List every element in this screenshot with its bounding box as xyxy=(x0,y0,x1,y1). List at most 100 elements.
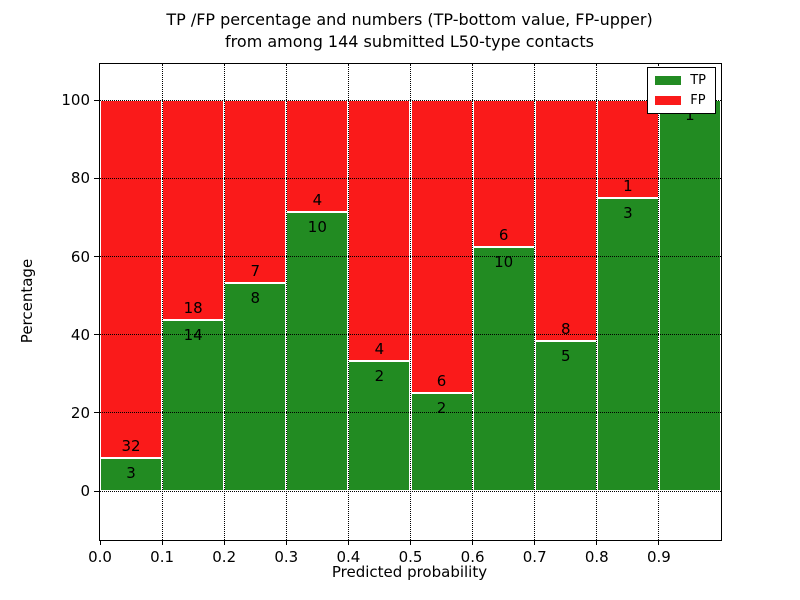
y-axis-label: Percentage xyxy=(18,258,36,344)
x-tick-label: 0.5 xyxy=(398,548,423,566)
x-tick-mark xyxy=(161,540,163,545)
gridline-horizontal xyxy=(100,177,721,179)
y-tick-label: 100 xyxy=(61,91,90,110)
x-tick-mark xyxy=(285,540,287,545)
legend-swatch-fp xyxy=(655,96,682,105)
bar-segment-tp xyxy=(348,360,411,491)
gridline-vertical xyxy=(285,64,287,540)
annotation-fp-count: 6 xyxy=(498,225,509,244)
x-tick-label: 0.9 xyxy=(646,548,671,566)
gridline-horizontal xyxy=(100,412,721,414)
bar-segment-tp xyxy=(100,457,163,491)
annotation-tp-count: 10 xyxy=(494,252,514,271)
annotation-tp-count: 3 xyxy=(623,203,633,222)
gridline-horizontal xyxy=(100,490,721,492)
annotation-fp-count: 32 xyxy=(121,436,141,455)
bar-segment-fp xyxy=(534,100,597,341)
x-tick-mark xyxy=(223,540,225,545)
gridline-horizontal xyxy=(100,256,721,258)
legend-swatch-tp xyxy=(655,76,682,85)
chart-title-line1: TP /FP percentage and numbers (TP-bottom… xyxy=(166,10,653,29)
bar-segment-fp xyxy=(596,100,659,198)
bar-segment-fp xyxy=(410,100,473,394)
x-tick-label: 0.1 xyxy=(150,548,175,566)
bar-segment-tp xyxy=(472,246,535,491)
legend-row-fp: FP xyxy=(655,94,706,107)
y-tick-label: 80 xyxy=(70,169,90,188)
annotation-tp-count: 8 xyxy=(250,288,261,307)
gridline-vertical xyxy=(223,64,225,540)
gridline-vertical xyxy=(472,64,474,540)
y-tick-label: 60 xyxy=(70,247,90,266)
gridline-vertical xyxy=(410,64,411,540)
annotation-tp-count: 2 xyxy=(436,399,447,418)
annotation-tp-count: 5 xyxy=(560,346,571,365)
gridline-horizontal xyxy=(100,334,721,336)
x-tick-label: 0.4 xyxy=(336,548,361,566)
annotation-tp-count: 14 xyxy=(183,326,203,345)
x-tick-mark xyxy=(99,540,101,545)
bar-segment-fp xyxy=(100,100,163,458)
annotation-tp-count: 1 xyxy=(685,106,695,125)
plot-area: 3 32 14 18 8 7 10 4 2 4 2 6 10 6 5 8 3 1 1 0.0 0.1 0.2 0.3 0.4 0… xyxy=(61,63,722,566)
bar-segment-tp xyxy=(162,320,225,491)
bar-segment-tp xyxy=(596,197,659,491)
y-tick-label: 20 xyxy=(70,403,90,422)
annotation-fp-count: 1 xyxy=(623,176,633,195)
x-tick-label: 0.3 xyxy=(274,548,299,566)
gridline-horizontal xyxy=(100,99,721,101)
bar-segment-fp xyxy=(286,100,349,212)
annotation-tp-count: 10 xyxy=(307,217,327,236)
bar-segment-tp xyxy=(410,393,473,491)
annotation-fp-count: 8 xyxy=(560,319,571,338)
annotation-tp-count: 3 xyxy=(126,463,136,482)
x-tick-label: 0.8 xyxy=(584,548,609,566)
y-tick-mark xyxy=(94,256,99,258)
x-tick-label: 0.6 xyxy=(460,548,485,566)
x-tick-label: 0.0 xyxy=(88,548,112,566)
annotation-tp-count: 2 xyxy=(374,366,385,385)
legend: TP FP xyxy=(647,67,716,114)
y-tick-mark xyxy=(94,490,99,492)
annotation-fp-count: 7 xyxy=(250,261,261,280)
x-tick-label: 0.7 xyxy=(522,548,547,566)
x-tick-mark xyxy=(410,540,411,545)
gridline-vertical xyxy=(658,64,660,540)
annotation-fp-count: 18 xyxy=(183,299,203,318)
chart-title: TP /FP percentage and numbers (TP-bottom… xyxy=(99,9,720,53)
bar-segment-tp xyxy=(534,340,597,491)
gridline-vertical xyxy=(347,64,349,540)
y-tick-mark xyxy=(94,177,99,179)
annotation-fp-count: 6 xyxy=(436,372,447,391)
annotation-fp-count: 4 xyxy=(374,339,385,358)
gridline-vertical xyxy=(161,64,163,540)
y-tick-mark xyxy=(94,99,99,101)
y-tick-mark xyxy=(94,334,99,336)
x-tick-label: 0.2 xyxy=(212,548,237,566)
y-tick-mark xyxy=(94,412,99,414)
y-tick-label: 0 xyxy=(80,482,90,500)
x-tick-mark xyxy=(596,540,598,545)
bar-segment-tp xyxy=(658,100,721,491)
gridline-vertical xyxy=(534,64,536,540)
bar-segment-fp xyxy=(162,100,225,321)
annotation-fp-count: 4 xyxy=(312,190,323,209)
gridline-vertical xyxy=(596,64,598,540)
x-tick-mark xyxy=(658,540,660,545)
y-tick-label: 40 xyxy=(70,325,90,344)
chart-title-line2: from among 144 submitted L50-type contac… xyxy=(225,32,594,52)
bar-segment-tp xyxy=(286,211,349,491)
x-tick-mark xyxy=(347,540,349,545)
bar-segment-fp xyxy=(348,100,411,361)
bar-segment-fp xyxy=(472,100,535,247)
x-tick-mark xyxy=(472,540,474,545)
x-tick-mark xyxy=(534,540,536,545)
legend-label-tp: TP xyxy=(690,73,706,88)
bar-segment-tp xyxy=(224,282,287,491)
legend-label-fp: FP xyxy=(690,93,706,108)
bar-segment-fp xyxy=(224,100,287,283)
legend-row-tp: TP xyxy=(655,74,706,87)
x-axis-label: Predicted probability xyxy=(331,563,488,581)
plot-inner: 3 32 14 18 8 7 10 4 2 4 2 6 10 6 5 8 3 1 1 0.0 0.1 0.2 0.3 0.4 0… xyxy=(61,64,721,566)
